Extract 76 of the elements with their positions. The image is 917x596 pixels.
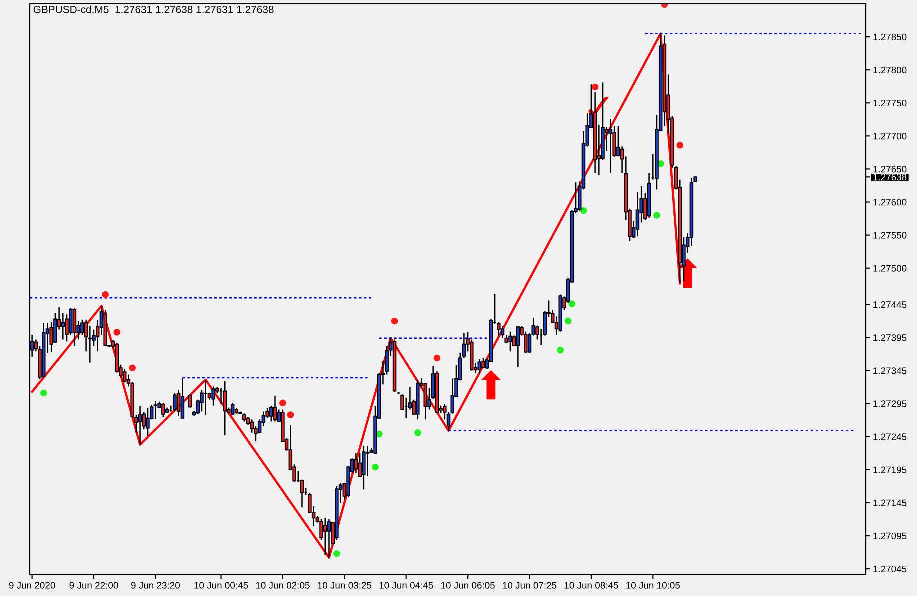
candlestick [366,446,370,478]
point [592,84,599,91]
point [129,364,136,372]
y-tick-label: 1.27445 [874,302,907,308]
candlestick [162,402,166,418]
candlestick [50,322,54,353]
x-tick-label: 10 Jun 04:45 [380,582,434,589]
point [114,329,121,336]
x-tick-label: 9 Jun 2020 [9,582,56,589]
y-tick-label: 1.27638 [874,174,907,181]
x-tick-label: 9 Jun 23:20 [131,582,180,589]
y-tick-label: 1.27295 [874,400,907,408]
point [580,207,588,214]
point [557,346,564,354]
candlestick [500,326,505,340]
y-tick-label: 1.27700 [874,133,907,140]
y-tick-label: 1.27345 [874,368,907,374]
candlestick [223,380,227,436]
y-tick-label: 1.27395 [874,334,907,342]
x-tick-label: 10 Jun 07:25 [503,582,557,589]
point [676,142,684,149]
point [287,412,294,418]
candlestick [362,446,366,490]
y-tick-label: 1.27245 [874,434,907,440]
candlestick [608,118,613,174]
x-tick-label: 9 Jun 22:00 [70,582,118,589]
point [334,550,340,558]
candlestick [212,386,216,406]
chart-title: GBPUSD-cd,M5 1.27631 1.27638 1.27631 1.27638 [34,6,274,15]
y-tick-label: 1.27045 [874,566,907,573]
x-tick-label: 10 Jun 08:45 [564,582,618,589]
x-tick-label: 10 Jun 06:05 [441,582,495,589]
candlestick [154,400,158,420]
y-tick-label: 1.27800 [874,66,907,74]
point [434,354,441,362]
candlestick [354,452,358,474]
point [568,300,576,308]
candlestick [270,406,274,422]
y-tick-label: 1.27500 [874,265,907,272]
candlestick [508,331,512,352]
candlestick [273,395,278,422]
point [654,212,660,219]
candlestick [180,377,185,419]
x-tick-label: 10 Jun 02:05 [256,582,310,589]
point [391,318,398,325]
x-tick-label: 10 Jun 00:45 [194,582,248,589]
candlestick [173,392,177,412]
point [102,291,109,298]
candlestick [138,406,142,446]
y-tick-label: 1.27600 [874,199,907,206]
candlestick [478,358,482,374]
y-tick-label: 1.27095 [874,532,907,540]
candlestick [61,312,66,340]
candlestick [122,368,127,384]
y-tick-label: 1.27750 [874,100,907,107]
annotation: ⬆ [482,370,501,400]
point [564,318,572,325]
point [280,400,286,407]
x-tick-label: 10 Jun 10:05 [626,582,680,589]
candlestick [324,518,328,556]
candlestick [188,394,192,408]
candlestick [516,326,520,368]
line-series [31,32,682,559]
candlestick [327,518,332,558]
y-tick-label: 1.27650 [874,166,907,173]
y-tick-label: 1.27145 [874,500,907,506]
candlestick [80,319,84,336]
y-tick-label: 1.27195 [874,466,907,474]
point [372,464,379,471]
candlestick [146,408,150,437]
candlestick [72,307,77,347]
y-tick-label: 1.27850 [874,34,907,41]
point [414,430,422,436]
x-tick-label: 10 Jun 03:25 [318,582,372,589]
y-tick-label: 1.27550 [874,232,907,239]
point [40,390,48,397]
